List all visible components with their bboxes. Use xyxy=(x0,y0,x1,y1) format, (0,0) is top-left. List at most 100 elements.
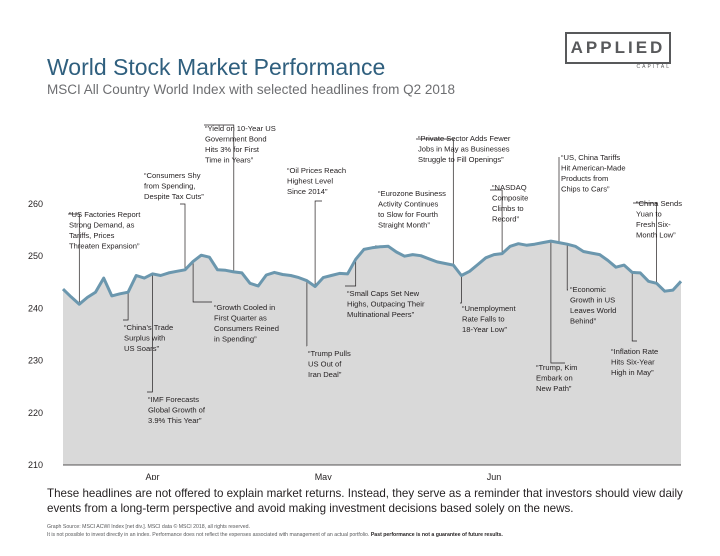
headline-line: Hit American-Made xyxy=(561,164,626,173)
headline-annotation-5: “Yield on 10-Year US Government Bond Hits … xyxy=(205,124,276,165)
x-tick-label-apr: Apr xyxy=(145,472,159,480)
headline-line: “US Factories Report xyxy=(69,210,141,219)
headline-line: “Oil Prices Reach xyxy=(287,166,346,175)
headline-line: First Quarter as xyxy=(214,314,267,323)
headline-annotation-12: “NASDAQ Composite Climbs to Record” xyxy=(492,183,528,224)
headline-annotation-14: “US, China Tariffs Hit American-Made Produ… xyxy=(561,153,626,194)
headline-line: Despite Tax Cuts” xyxy=(144,192,204,201)
headline-line: in Spending” xyxy=(214,335,257,344)
chart-title: World Stock Market Performance xyxy=(47,54,386,80)
x-tick-label-may: May xyxy=(315,472,333,480)
headline-line: Record” xyxy=(492,215,519,224)
headline-line: High in May” xyxy=(611,368,654,377)
headline-line: Rate Falls to xyxy=(462,315,505,324)
leader-line-1 xyxy=(68,213,80,305)
y-tick-label-230: 230 xyxy=(28,356,43,366)
headline-line: Consumers Reined xyxy=(214,324,279,333)
headline-line: Global Growth of xyxy=(148,406,206,415)
y-tick-label-220: 220 xyxy=(28,408,43,418)
headline-line: Surplus with xyxy=(124,334,165,343)
leader-line-6 xyxy=(192,261,212,303)
chart-subtitle: MSCI All Country World Index with select… xyxy=(47,82,455,97)
headline-line: Month Low” xyxy=(636,231,676,240)
headline-line: Multinational Peers” xyxy=(347,310,415,319)
headline-line: “Growth Cooled in xyxy=(214,303,275,312)
headline-line: Yuan to xyxy=(636,210,662,219)
headline-line: New Path” xyxy=(536,384,572,393)
logo-wordmark: APPLIED xyxy=(565,32,671,64)
headline-line: Composite xyxy=(492,194,528,203)
area-fill xyxy=(63,241,681,465)
headline-line: “Unemployment xyxy=(462,304,516,313)
headline-disclaimer: These headlines are not offered to expla… xyxy=(47,487,683,515)
y-tick-label-260: 260 xyxy=(28,199,43,209)
headline-line: Hits 3% for First xyxy=(205,145,260,154)
headline-line: “China’s Trade xyxy=(124,323,173,332)
headline-line: Climbs to xyxy=(492,204,524,213)
series-line xyxy=(61,239,683,306)
leader-line-15 xyxy=(550,241,565,364)
headline-line: Hits Six-Year xyxy=(611,358,655,367)
headline-line: Products from xyxy=(561,174,608,183)
x-tick-label-jun: Jun xyxy=(487,472,502,480)
headline-line: 18-Year Low” xyxy=(462,325,507,334)
headline-line: “NASDAQ xyxy=(492,183,527,192)
headline-annotation-6: “Growth Cooled in First Quarter as Consume… xyxy=(214,303,279,344)
headline-line: Highs, Outpacing Their xyxy=(347,300,425,309)
headline-line: “Economic xyxy=(570,285,606,294)
headline-line: “Yield on 10-Year US xyxy=(205,124,276,133)
headline-line: Struggle to Fill Openings” xyxy=(418,155,504,164)
leader-line-5 xyxy=(204,124,235,272)
headline-line: Growth in US xyxy=(570,296,615,305)
leader-line-2 xyxy=(123,292,129,321)
headline-line: “IMF Forecasts xyxy=(148,395,199,404)
headline-line: “Trump Pulls xyxy=(308,349,351,358)
headline-annotation-17: “China Sends Yuan to Fresh Six- Month Low” xyxy=(636,199,682,240)
y-tick-label-250: 250 xyxy=(28,251,43,261)
leader-line-4 xyxy=(180,203,186,270)
leader-line-10 xyxy=(345,259,357,287)
headline-line: “Trump, Kim xyxy=(536,363,577,372)
headline-annotation-13: “Unemployment Rate Falls to 18-Year Low” xyxy=(462,304,516,334)
headline-line: Government Bond xyxy=(205,135,267,144)
leader-line-12 xyxy=(490,189,503,254)
headline-line: Iran Deal” xyxy=(308,370,342,379)
headline-annotation-8: “Trump Pulls US Out of Iran Deal” xyxy=(308,349,351,379)
headline-line: “Consumers Shy xyxy=(144,171,201,180)
leader-line-7 xyxy=(314,200,322,287)
leader-line-11 xyxy=(416,138,454,266)
headline-line: “Eurozone Business xyxy=(378,189,446,198)
headline-line: US Soars” xyxy=(124,344,159,353)
headline-annotation-10: “Small Caps Set New Highs, Outpacing Thei… xyxy=(347,289,425,319)
headline-annotation-7: “Oil Prices Reach Highest Level Since 2014… xyxy=(287,166,346,196)
past-performance-note: Past performance is not a guarantee of f… xyxy=(370,532,503,538)
headline-line: “Inflation Rate xyxy=(611,347,658,356)
headline-annotation-1: “US Factories Report Strong Demand, as Tar… xyxy=(69,210,141,251)
leader-line-18 xyxy=(631,272,637,342)
headline-line: Jobs in May as Businesses xyxy=(418,145,510,154)
headline-annotation-16: “Economic Growth in US Leaves World Behind” xyxy=(570,285,616,326)
headline-line: Chips to Cars” xyxy=(561,185,610,194)
headline-line: Time in Years” xyxy=(205,156,254,165)
logo-subtext: CAPITAL xyxy=(636,64,671,70)
headline-line: from Spending, xyxy=(144,182,196,191)
headline-annotation-2: “China’s Trade Surplus with US Soars” xyxy=(124,323,173,353)
headline-line: Highest Level xyxy=(287,177,333,186)
leader-line-16 xyxy=(566,244,568,291)
leader-line-3 xyxy=(147,273,153,393)
headline-annotation-11: “Private Sector Adds Fewer Jobs in May as… xyxy=(418,134,511,164)
disclaimer-text: It is not possible to invest directly in… xyxy=(47,532,370,538)
headline-line: “Private Sector Adds Fewer xyxy=(418,134,511,143)
headline-line: Straight Month” xyxy=(378,221,430,230)
headline-line: Threaten Expansion” xyxy=(69,242,140,251)
stock-performance-chart: 210 220 230 240 250 260 Apr May Jun “US Factories… xyxy=(28,124,683,480)
headline-line: 3.9% This Year” xyxy=(148,416,202,425)
headline-annotation-9: “Eurozone Business Activity Continues to S… xyxy=(378,189,446,230)
leader-line-17 xyxy=(633,202,657,284)
headline-line: US Out of xyxy=(308,360,342,369)
leader-line-13 xyxy=(460,275,462,304)
headline-line: Strong Demand, as xyxy=(69,221,135,230)
y-tick-label-210: 210 xyxy=(28,460,43,470)
headline-line: “China Sends xyxy=(636,199,682,208)
headline-annotation-15: “Trump, Kim Embark on New Path” xyxy=(536,363,577,393)
